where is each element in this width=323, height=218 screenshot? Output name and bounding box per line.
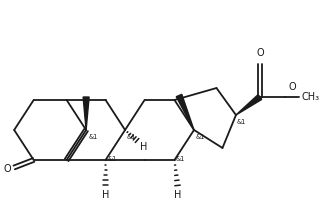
Text: &1: &1 bbox=[127, 135, 136, 140]
Text: &1: &1 bbox=[176, 156, 185, 162]
Text: H: H bbox=[174, 190, 181, 200]
Text: H: H bbox=[102, 190, 109, 200]
Text: &1: &1 bbox=[195, 135, 205, 140]
Polygon shape bbox=[83, 97, 89, 130]
Text: CH₃: CH₃ bbox=[301, 92, 319, 102]
Text: &1: &1 bbox=[237, 119, 246, 126]
Text: &1: &1 bbox=[107, 156, 117, 162]
Text: &1: &1 bbox=[88, 135, 98, 140]
Text: O: O bbox=[4, 164, 11, 174]
Text: O: O bbox=[288, 82, 296, 92]
Polygon shape bbox=[236, 95, 262, 115]
Polygon shape bbox=[176, 94, 194, 130]
Text: H: H bbox=[140, 142, 147, 152]
Text: O: O bbox=[256, 48, 264, 58]
